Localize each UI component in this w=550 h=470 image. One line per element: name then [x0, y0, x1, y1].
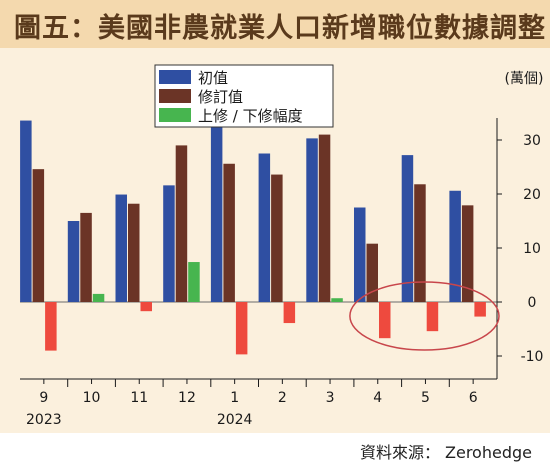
bar-adjustment	[283, 302, 296, 324]
bar-initial	[258, 153, 271, 302]
legend-label: 修訂值	[198, 88, 243, 106]
legend-swatch	[159, 108, 191, 122]
bar-revised	[80, 212, 92, 302]
bar-initial	[115, 194, 127, 302]
y-tick-label: 10	[523, 241, 541, 257]
bar-adjustment	[379, 302, 391, 339]
x-tick-label: 2	[278, 390, 287, 406]
bar-initial	[210, 111, 223, 302]
x-tick-label: 5	[421, 390, 430, 406]
title-bar: 圖五：美國非農就業人口新增職位數據調整	[0, 0, 550, 48]
bar-adjustment	[188, 262, 200, 302]
bar-revised	[32, 169, 45, 302]
y-tick-label: 0	[528, 295, 537, 311]
x-tick-label: 10	[83, 390, 101, 406]
bar-revised	[175, 145, 188, 302]
bar-initial	[163, 185, 175, 302]
bar-adjustment	[331, 298, 343, 302]
bar-revised	[366, 243, 378, 302]
highlight-ellipse	[349, 281, 500, 351]
y-tick-label: 20	[523, 187, 541, 203]
x-tick-label: 9	[39, 390, 48, 406]
x-tick-label: 6	[469, 390, 478, 406]
y-tick-label: 30	[523, 133, 541, 149]
bar-adjustment	[235, 302, 248, 355]
legend-label: 上修 / 下修幅度	[198, 107, 303, 125]
legend-swatch	[159, 70, 191, 84]
bar-revised	[271, 174, 283, 302]
bar-initial	[306, 138, 318, 302]
x-tick-label: 12	[178, 390, 196, 406]
x-tick-label: 1	[230, 390, 239, 406]
bar-revised	[461, 205, 474, 302]
x-tick-label: 4	[373, 390, 382, 406]
x-tick-label: 3	[326, 390, 335, 406]
bar-adjustment	[140, 302, 152, 312]
chart-title: 圖五：美國非農就業人口新增職位數據調整	[14, 13, 546, 44]
legend-swatch	[159, 89, 191, 103]
bar-revised	[223, 163, 235, 302]
bar-revised	[414, 184, 426, 302]
x-tick-label: 11	[130, 390, 148, 406]
legend-label: 初值	[198, 69, 228, 87]
bar-adjustment	[92, 293, 105, 302]
year-label: 2024	[217, 412, 253, 428]
bar-revised	[318, 134, 331, 302]
bar-adjustment	[45, 302, 57, 351]
year-label: 2023	[26, 412, 62, 428]
bar-adjustment	[426, 302, 439, 332]
bar-initial	[67, 221, 80, 302]
bar-initial	[449, 190, 461, 302]
bar-initial	[354, 207, 366, 302]
bar-revised	[128, 203, 140, 302]
bar-adjustment	[474, 302, 486, 317]
y-unit-label: (萬個)	[505, 71, 544, 87]
bar-initial	[401, 155, 414, 302]
source-note: 資料來源： Zerohedge	[359, 443, 532, 462]
y-tick-label: -10	[521, 349, 544, 365]
bar-initial	[20, 120, 32, 302]
